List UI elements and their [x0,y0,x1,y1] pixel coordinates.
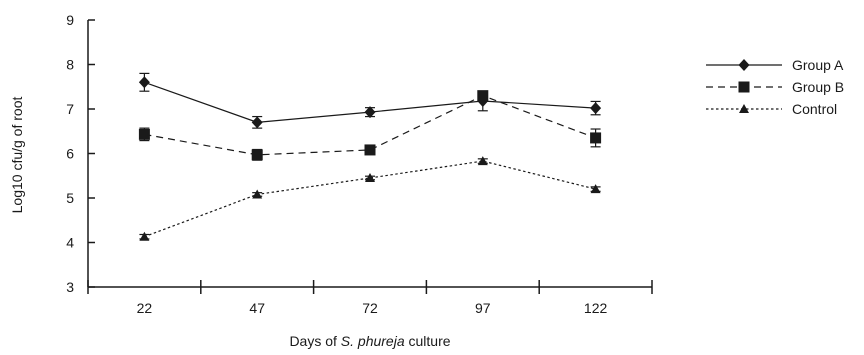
x-tick-label: 122 [584,300,608,316]
legend-item-control: Control [706,101,837,117]
axes: 3 4 5 6 7 8 9 22 47 72 97 122 [66,12,653,316]
y-tick-label: 3 [66,279,74,295]
series-control [139,156,601,241]
data-point-control [365,172,375,182]
plot-area [138,72,602,241]
series-group-a [138,72,602,129]
series-line-control [144,160,596,238]
data-point-control [139,231,150,241]
x-tick-label: 22 [137,300,153,316]
y-axis-title: Log10 cfu/g of root [9,97,25,214]
legend-item-group-b: Group B [706,79,844,95]
data-point-group-a [138,76,150,89]
y-tick-label: 8 [66,57,74,73]
y-tick-label: 7 [66,101,74,117]
x-axis-title-part: culture [405,333,451,349]
data-point-group-b [477,90,489,102]
legend-item-group-a: Group A [706,57,844,73]
legend-label-group-b: Group B [792,79,844,95]
series-group-b [138,90,602,161]
data-point-group-b [251,149,263,161]
series-line-group-b [144,94,596,156]
data-point-group-a [590,102,602,115]
legend-marker-control [739,104,749,113]
x-tick-label: 72 [362,300,378,316]
data-point-group-a [251,116,263,129]
legend-label-group-a: Group A [792,57,844,73]
data-point-group-b [590,132,602,144]
legend-marker-group-b [738,81,750,93]
y-tick-label: 5 [66,190,74,206]
x-tick-label: 47 [249,300,265,316]
data-point-control [477,156,488,166]
data-point-group-b [364,144,376,156]
y-tick-label: 4 [66,235,74,251]
y-tick-label: 6 [66,146,74,162]
y-tick-label: 9 [66,12,74,28]
data-point-control [252,189,263,199]
legend-marker-group-a [738,59,750,71]
data-point-group-b [138,128,150,140]
legend: Group A Group B Control [706,57,844,117]
x-axis-title-italic: S. phureja [341,333,405,349]
legend-label-control: Control [792,101,837,117]
data-point-control [590,184,601,194]
x-axis-title-part: Days of [289,333,340,349]
x-axis-title: Days of S. phureja culture [289,333,450,349]
x-tick-label: 97 [475,300,491,316]
data-point-group-a [364,106,376,119]
